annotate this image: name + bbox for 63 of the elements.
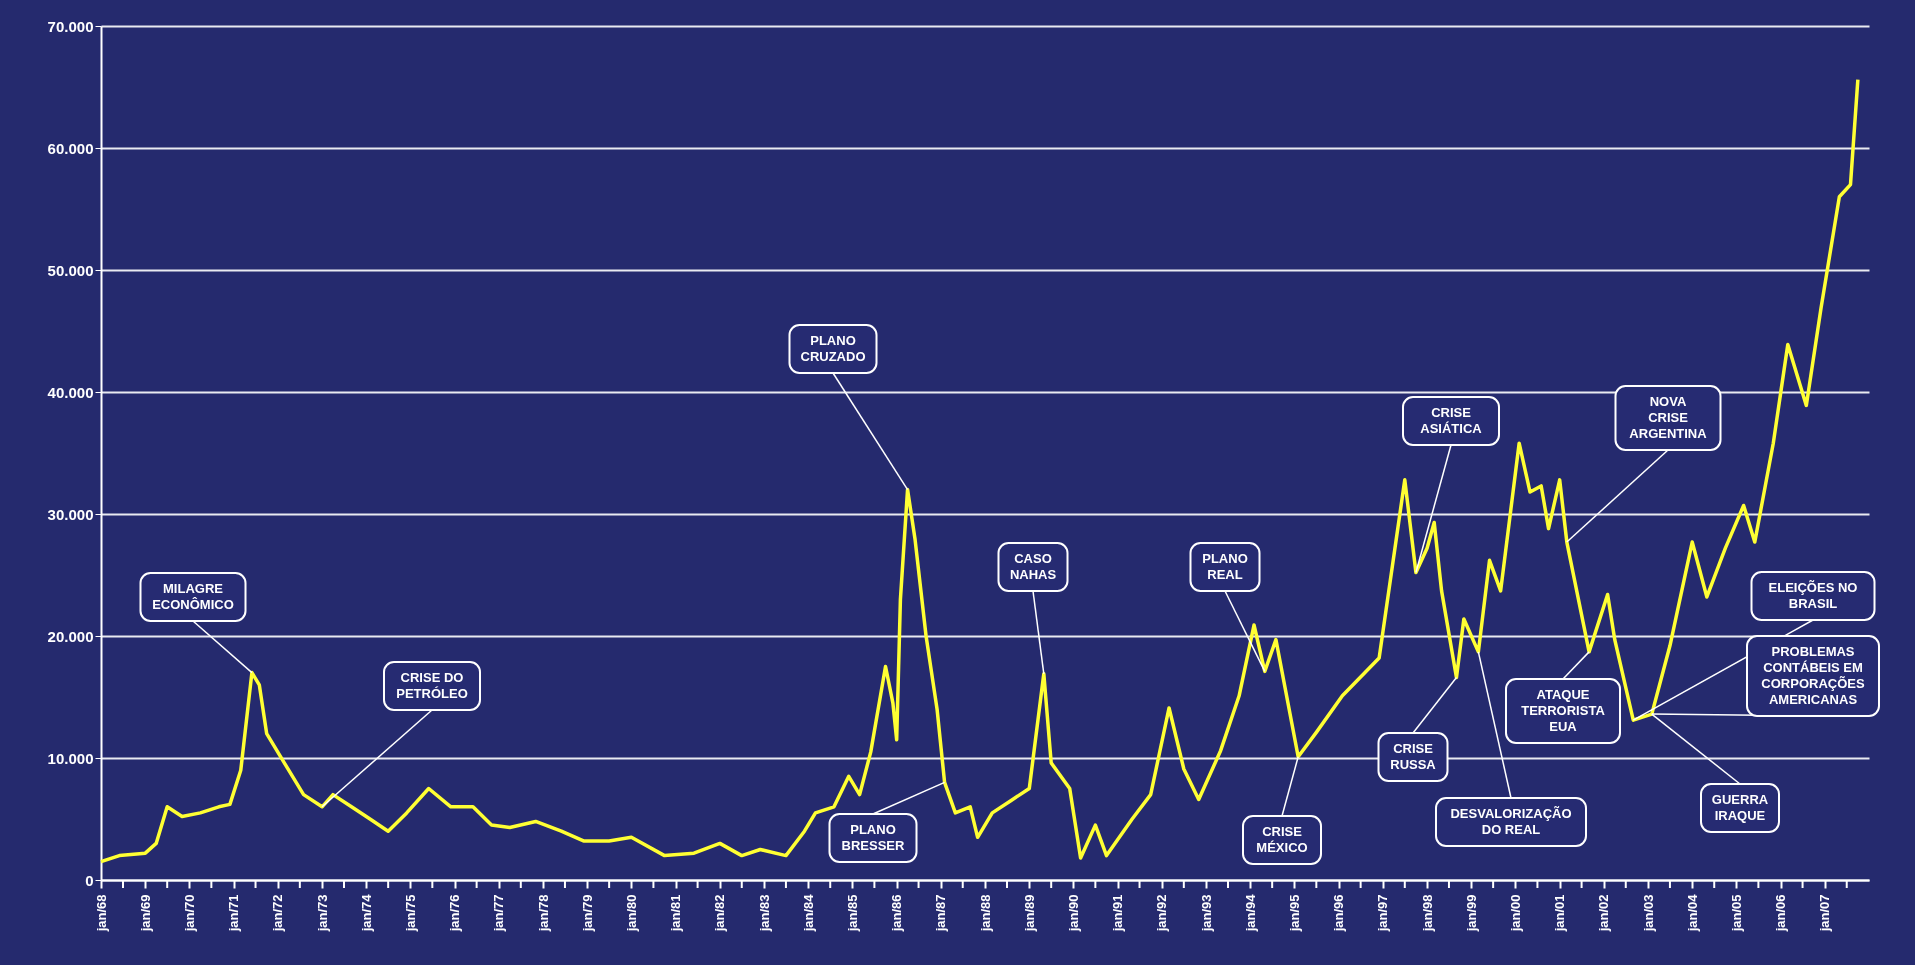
x-tick-label: jan/00 [1507,894,1523,933]
x-tick-label: jan/90 [1065,894,1081,933]
x-tick-label: jan/96 [1331,894,1347,933]
x-tick-label: jan/94 [1242,893,1258,933]
annotation: ATAQUE TERRORISTA EUA [1521,687,1606,734]
x-tick-label: jan/99 [1463,894,1479,933]
y-tick-label: 10.000 [47,749,94,767]
annotation: GUERRA IRAQUE [1711,792,1769,823]
y-tick-label: 60.000 [47,139,94,157]
x-tick-label: jan/72 [270,894,286,933]
x-tick-label: jan/78 [535,894,551,933]
annotation: NOVA CRISE ARGENTINA [1629,394,1708,441]
y-tick-label: 50.000 [47,261,94,279]
x-tick-label: jan/88 [977,894,993,933]
annotation: CRISE DO PETRÓLEO [396,670,468,701]
y-tick-label: 30.000 [47,505,94,523]
y-tick-label: 40.000 [47,383,94,401]
x-tick-label: jan/82 [712,894,728,933]
annotation: CRISE MÉXICO [1256,824,1308,855]
x-tick-label: jan/79 [579,894,595,933]
annotation: PLANO BRESSER [841,822,906,853]
annotation: CRISE RUSSA [1390,741,1437,772]
x-tick-label: jan/83 [756,894,772,933]
x-tick-label: jan/85 [844,894,860,933]
x-tick-label: jan/95 [1286,894,1302,933]
y-tick-label: 20.000 [47,627,94,645]
annotation: CRISE ASIÁTICA [1420,405,1483,436]
annotation: ELEIÇÕES NO BRASIL [1768,580,1858,611]
y-tick-label: 0 [85,871,94,889]
x-tick-label: jan/71 [226,894,242,933]
annotation: DESVALORIZAÇÃO DO REAL [1450,806,1572,837]
x-tick-label: jan/69 [137,894,153,933]
x-tick-label: jan/06 [1773,894,1789,933]
x-tick-label: jan/80 [623,894,639,933]
x-tick-label: jan/70 [181,894,197,933]
x-tick-label: jan/93 [1198,894,1214,933]
x-tick-label: jan/73 [314,894,330,933]
annotation: MILAGRE ECONÔMICO [152,581,234,612]
x-tick-label: jan/98 [1419,894,1435,933]
x-tick-label: jan/07 [1817,894,1833,933]
x-tick-label: jan/91 [1110,894,1126,933]
x-tick-label: jan/84 [800,893,816,933]
x-tick-label: jan/01 [1552,894,1568,933]
y-tick-label: 70.000 [47,17,94,35]
x-tick-label: jan/75 [402,894,418,933]
x-tick-label: jan/87 [933,894,949,933]
x-tick-label: jan/74 [358,893,374,933]
annotation: PLANO REAL [1202,551,1248,582]
x-tick-label: jan/04 [1684,893,1700,933]
x-tick-label: jan/89 [1021,894,1037,933]
x-tick-label: jan/03 [1640,894,1656,933]
x-tick-label: jan/97 [1375,894,1391,933]
x-tick-label: jan/76 [447,894,463,933]
x-tick-label: jan/68 [93,894,109,933]
x-tick-label: jan/86 [889,894,905,933]
x-tick-label: jan/77 [491,894,507,933]
x-tick-label: jan/02 [1596,894,1612,933]
x-tick-label: jan/92 [1154,894,1170,933]
annotation: CASO NAHAS [1009,551,1057,582]
annotation: PLANO CRUZADO [800,333,866,364]
x-tick-label: jan/05 [1728,894,1744,933]
annotation: PROBLEMAS CONTÁBEIS EM CORPORAÇÕES AMERICANAS [1761,644,1865,707]
x-tick-label: jan/81 [668,894,684,933]
